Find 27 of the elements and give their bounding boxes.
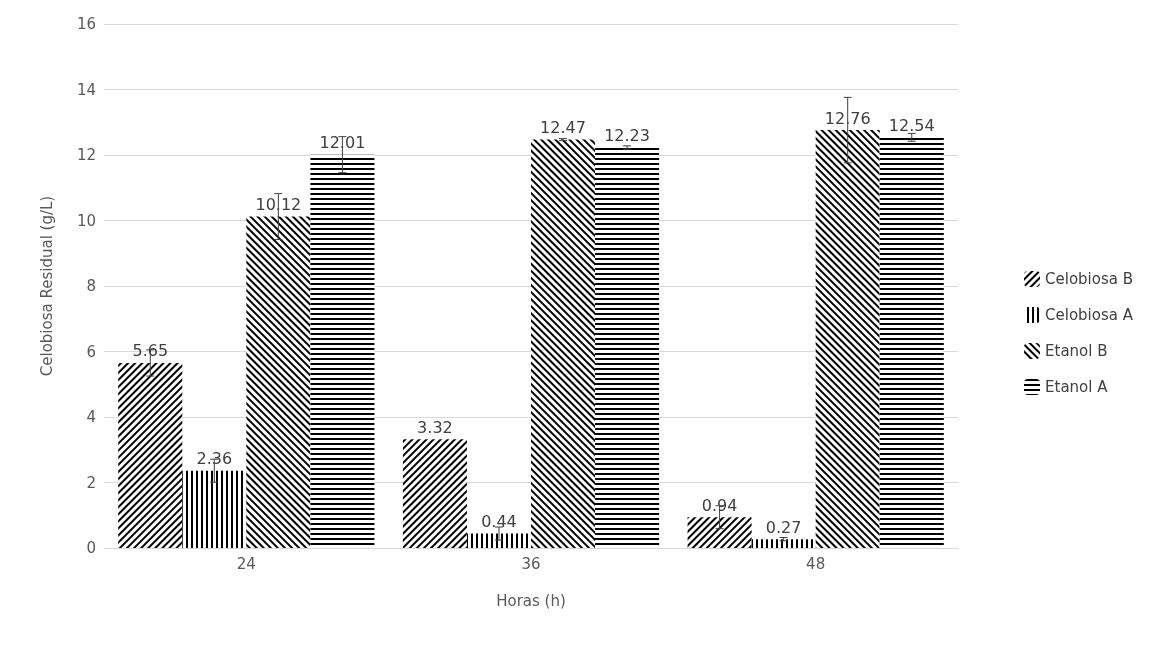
y-tick-label: 6 xyxy=(86,342,96,361)
y-tick-label: 10 xyxy=(76,211,96,230)
y-tick-label: 4 xyxy=(86,408,96,426)
legend-label: Etanol B xyxy=(1045,342,1108,360)
y-tick-label: 2 xyxy=(86,473,96,492)
legend-label: Celobiosa A xyxy=(1045,306,1134,324)
data-label: 2.36 xyxy=(196,449,233,469)
y-tick-label: 12 xyxy=(76,146,96,164)
data-label: 3.32 xyxy=(417,417,453,437)
y-tick-label: 0 xyxy=(86,539,96,557)
y-tick-label: 8 xyxy=(86,277,96,295)
y-tick-label: 16 xyxy=(76,15,96,33)
data-label: 12.47 xyxy=(540,118,586,138)
x-tick-label: 48 xyxy=(806,554,826,573)
x-tick-label: 24 xyxy=(236,554,256,573)
y-axis-title: Celobiosa Residual (g/L) xyxy=(37,195,56,377)
x-axis-title: Horas (h) xyxy=(496,591,566,610)
legend-label: Celobiosa B xyxy=(1045,270,1134,288)
data-label: 5.65 xyxy=(132,341,169,361)
x-tick-label: 36 xyxy=(521,554,541,573)
data-label: 0.27 xyxy=(765,517,802,537)
data-label: 0.94 xyxy=(701,495,738,515)
data-label: 12.54 xyxy=(888,115,935,135)
data-label: 0.44 xyxy=(481,512,517,532)
legend-label: Etanol A xyxy=(1045,378,1109,396)
y-tick-label: 14 xyxy=(76,80,96,99)
data-label: 12.23 xyxy=(604,125,650,145)
